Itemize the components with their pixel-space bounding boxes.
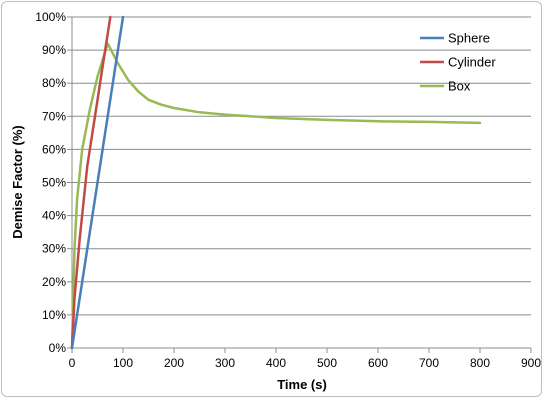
y-tick-label: 50% — [42, 176, 66, 190]
x-tick-label: 600 — [368, 356, 388, 370]
y-tick-label: 20% — [42, 275, 66, 289]
x-tick-label: 800 — [470, 356, 490, 370]
legend-label-cylinder: Cylinder — [448, 55, 496, 70]
y-tick-label: 10% — [42, 308, 66, 322]
series-line-cylinder — [70, 15, 112, 350]
y-tick-label: 100% — [35, 10, 66, 24]
y-tick-label: 60% — [42, 142, 66, 156]
x-tick-labels: 0 100 200 300 400 500 600 700 800 900 — [69, 356, 542, 370]
y-tick-label: 30% — [42, 242, 66, 256]
x-tick-label: 100 — [113, 356, 133, 370]
x-tick-label: 0 — [69, 356, 76, 370]
series-lines — [70, 15, 482, 350]
legend-label-box: Box — [448, 79, 471, 94]
x-tick-label: 700 — [419, 356, 439, 370]
axes — [67, 16, 532, 353]
y-tick-label: 80% — [42, 76, 66, 90]
gridlines — [72, 16, 531, 316]
legend-label-sphere: Sphere — [448, 31, 490, 46]
y-axis-title: Demise Factor (%) — [10, 125, 25, 238]
y-tick-label: 40% — [42, 209, 66, 223]
x-tick-label: 500 — [317, 356, 337, 370]
y-tick-labels: 0% 10% 20% 30% 40% 50% 60% 70% 80% 90% 100% — [35, 10, 66, 355]
x-tick-label: 200 — [164, 356, 184, 370]
y-tick-label: 0% — [49, 341, 67, 355]
x-tick-label: 900 — [521, 356, 541, 370]
x-tick-label: 300 — [215, 356, 235, 370]
series-line-box — [70, 42, 482, 350]
x-axis-title: Time (s) — [277, 377, 327, 392]
y-tick-label: 70% — [42, 109, 66, 123]
y-tick-label: 90% — [42, 43, 66, 57]
x-tick-label: 400 — [266, 356, 286, 370]
series-line-sphere — [70, 15, 125, 350]
legend: Sphere Cylinder Box — [420, 31, 496, 94]
